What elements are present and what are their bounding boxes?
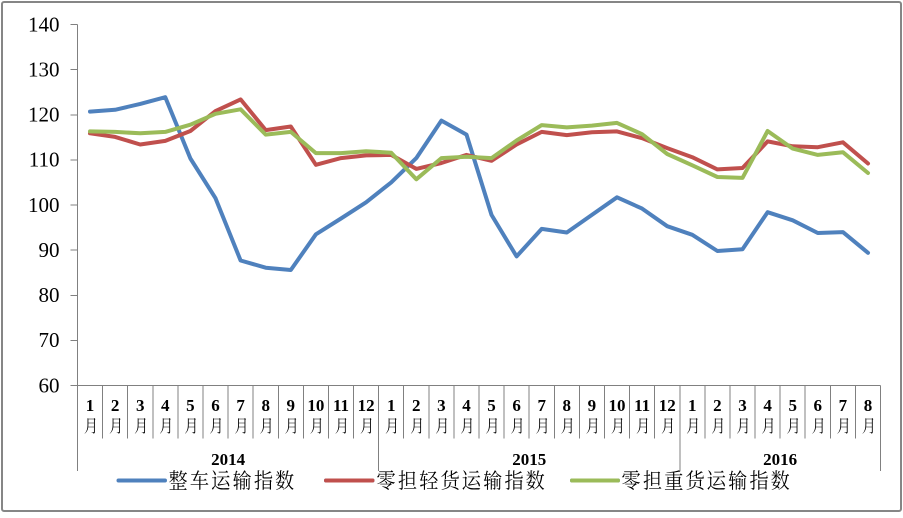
- svg-text:6: 6: [814, 396, 823, 415]
- svg-text:130: 130: [28, 57, 60, 81]
- svg-text:3: 3: [136, 396, 145, 415]
- svg-text:90: 90: [39, 238, 60, 262]
- svg-text:10: 10: [609, 396, 626, 415]
- svg-text:10: 10: [307, 396, 324, 415]
- svg-text:2: 2: [713, 396, 722, 415]
- svg-text:5: 5: [788, 396, 797, 415]
- svg-text:11: 11: [634, 396, 650, 415]
- svg-text:2015: 2015: [512, 450, 546, 469]
- svg-text:8: 8: [261, 396, 270, 415]
- svg-text:1: 1: [688, 396, 697, 415]
- svg-text:12: 12: [358, 396, 375, 415]
- svg-text:6: 6: [512, 396, 521, 415]
- svg-text:5: 5: [186, 396, 195, 415]
- svg-text:5: 5: [487, 396, 496, 415]
- svg-text:3: 3: [738, 396, 747, 415]
- svg-text:3: 3: [437, 396, 446, 415]
- svg-text:7: 7: [839, 396, 848, 415]
- svg-text:4: 4: [161, 396, 170, 415]
- svg-text:4: 4: [462, 396, 471, 415]
- svg-text:8: 8: [563, 396, 572, 415]
- svg-text:100: 100: [28, 193, 60, 217]
- svg-text:110: 110: [29, 148, 60, 172]
- svg-text:2016: 2016: [763, 450, 797, 469]
- svg-text:2: 2: [412, 396, 421, 415]
- svg-text:12: 12: [659, 396, 676, 415]
- svg-text:4: 4: [763, 396, 772, 415]
- svg-text:7: 7: [537, 396, 546, 415]
- svg-text:2014: 2014: [211, 450, 246, 469]
- svg-text:2: 2: [111, 396, 120, 415]
- svg-text:9: 9: [588, 396, 597, 415]
- svg-text:6: 6: [211, 396, 220, 415]
- svg-text:1: 1: [387, 396, 396, 415]
- svg-text:9: 9: [287, 396, 296, 415]
- svg-text:140: 140: [28, 12, 60, 36]
- svg-text:7: 7: [236, 396, 245, 415]
- svg-text:80: 80: [39, 283, 60, 307]
- svg-text:120: 120: [28, 103, 60, 127]
- svg-text:70: 70: [39, 328, 60, 352]
- svg-text:1: 1: [86, 396, 95, 415]
- svg-text:8: 8: [864, 396, 873, 415]
- svg-text:11: 11: [333, 396, 349, 415]
- svg-text:60: 60: [39, 373, 60, 397]
